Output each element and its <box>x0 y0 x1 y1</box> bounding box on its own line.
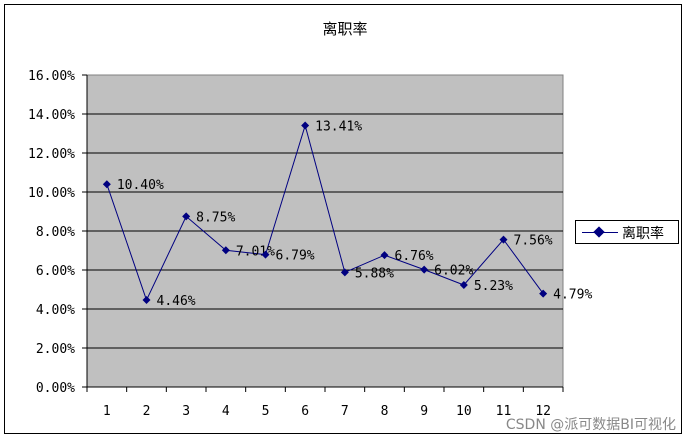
legend-label: 离职率 <box>622 226 664 242</box>
x-tick-label: 4 <box>222 404 230 419</box>
data-label: 6.79% <box>276 249 315 264</box>
x-tick-label: 1 <box>103 404 111 419</box>
data-point <box>459 281 468 290</box>
data-label: 6.02% <box>434 264 473 279</box>
x-tick-label: 5 <box>262 404 270 419</box>
data-label: 5.23% <box>474 279 513 294</box>
x-tick-label: 9 <box>420 404 428 419</box>
x-tick-label: 2 <box>143 404 151 419</box>
data-label: 6.76% <box>395 249 434 264</box>
y-tick-label: 16.00% <box>28 69 75 84</box>
watermark: CSDN @派可数据BI可视化 <box>505 417 676 433</box>
y-tick-label: 6.00% <box>36 264 75 279</box>
x-tick-label: 10 <box>456 404 472 419</box>
data-label: 10.40% <box>117 178 164 193</box>
chart-title: 离职率 <box>322 20 368 38</box>
data-point <box>380 251 389 260</box>
x-tick-label: 8 <box>381 404 389 419</box>
data-point <box>539 289 548 298</box>
y-tick-label: 10.00% <box>28 186 75 201</box>
data-label: 5.88% <box>355 266 394 281</box>
data-point <box>340 268 349 277</box>
x-tick-label: 7 <box>341 404 349 419</box>
y-tick-label: 0.00% <box>36 381 75 396</box>
legend: 离职率 <box>575 220 679 244</box>
x-tick-label: 11 <box>496 404 512 419</box>
data-label: 4.46% <box>157 294 196 309</box>
x-tick-label: 12 <box>535 404 551 419</box>
data-point <box>261 250 270 259</box>
data-label: 7.01% <box>236 244 275 259</box>
y-tick-label: 8.00% <box>36 225 75 240</box>
y-tick-label: 2.00% <box>36 342 75 357</box>
data-label: 8.75% <box>196 210 235 225</box>
data-point <box>301 121 310 130</box>
data-point <box>221 246 230 255</box>
data-label: 7.56% <box>514 234 553 249</box>
series-line <box>106 123 544 302</box>
data-point <box>142 296 151 305</box>
legend-diamond-icon <box>593 226 605 238</box>
data-label: 13.41% <box>315 120 362 135</box>
data-label: 4.79% <box>553 288 592 303</box>
x-tick-label: 6 <box>301 404 309 419</box>
x-tick-label: 3 <box>182 404 190 419</box>
y-tick-label: 12.00% <box>28 147 75 162</box>
data-point <box>499 235 508 244</box>
data-point <box>420 265 429 274</box>
y-tick-label: 14.00% <box>28 108 75 123</box>
data-point <box>102 180 111 189</box>
data-point <box>182 212 191 221</box>
y-tick-label: 4.00% <box>36 303 75 318</box>
